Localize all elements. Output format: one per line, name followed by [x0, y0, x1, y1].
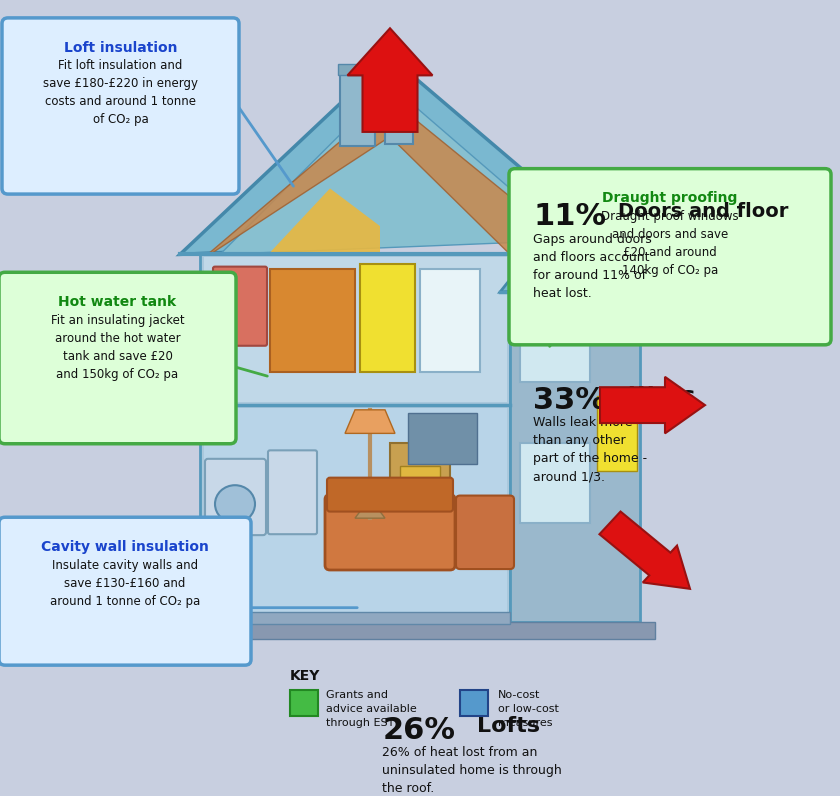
FancyArrow shape — [600, 377, 705, 433]
FancyArrow shape — [600, 512, 690, 589]
FancyBboxPatch shape — [270, 268, 355, 373]
Text: KEY: KEY — [290, 669, 320, 683]
FancyBboxPatch shape — [385, 80, 413, 144]
FancyArrow shape — [348, 29, 433, 132]
Text: Walls: Walls — [628, 386, 696, 406]
FancyBboxPatch shape — [268, 451, 317, 534]
Text: Loft insulation: Loft insulation — [64, 41, 177, 54]
FancyBboxPatch shape — [597, 396, 637, 471]
Text: Insulate cavity walls and
save £130-£160 and
around 1 tonne of CO₂ pa: Insulate cavity walls and save £130-£160… — [50, 559, 200, 607]
Text: Fit an insulating jacket
around the hot water
tank and save £20
and 150kg of CO₂: Fit an insulating jacket around the hot … — [50, 314, 184, 380]
FancyBboxPatch shape — [360, 263, 415, 373]
Text: Fit loft insulation and
save £180-£220 in energy
costs and around 1 tonne
of CO₂: Fit loft insulation and save £180-£220 i… — [43, 60, 198, 127]
FancyBboxPatch shape — [383, 73, 415, 85]
Text: 11%: 11% — [533, 202, 606, 232]
Text: Draught proof windows
and doors and save
£20 and around
140kg of CO₂ pa: Draught proof windows and doors and save… — [601, 210, 739, 277]
FancyBboxPatch shape — [204, 257, 507, 402]
Text: Draught proofing: Draught proofing — [602, 191, 738, 205]
FancyBboxPatch shape — [200, 255, 510, 405]
Text: Walls leak more
than any other
part of the home -
around 1/3.: Walls leak more than any other part of t… — [533, 416, 648, 483]
FancyBboxPatch shape — [325, 494, 455, 570]
FancyBboxPatch shape — [408, 412, 477, 463]
Polygon shape — [220, 85, 570, 255]
Text: Lofts: Lofts — [477, 716, 540, 736]
FancyBboxPatch shape — [460, 689, 488, 716]
FancyBboxPatch shape — [0, 517, 251, 665]
Circle shape — [215, 486, 255, 523]
Polygon shape — [515, 212, 638, 292]
FancyBboxPatch shape — [327, 478, 453, 512]
Text: Hot water tank: Hot water tank — [59, 295, 176, 309]
Polygon shape — [500, 198, 650, 292]
Text: Doors and floor: Doors and floor — [618, 202, 789, 221]
FancyBboxPatch shape — [185, 622, 655, 638]
Text: 33%: 33% — [533, 386, 606, 416]
FancyBboxPatch shape — [456, 496, 514, 569]
FancyBboxPatch shape — [400, 466, 440, 509]
FancyBboxPatch shape — [509, 169, 831, 345]
FancyBboxPatch shape — [0, 272, 236, 443]
FancyBboxPatch shape — [205, 458, 266, 535]
Polygon shape — [355, 509, 385, 518]
FancyBboxPatch shape — [180, 29, 640, 622]
Polygon shape — [180, 57, 600, 255]
FancyBboxPatch shape — [510, 292, 640, 622]
Text: Gaps around doors
and floors account
for around 11% of
heat lost.: Gaps around doors and floors account for… — [533, 232, 652, 299]
FancyBboxPatch shape — [204, 408, 507, 619]
FancyBboxPatch shape — [420, 268, 480, 373]
Text: Cavity wall insulation: Cavity wall insulation — [41, 540, 209, 554]
FancyBboxPatch shape — [290, 689, 318, 716]
Text: 26%: 26% — [382, 716, 455, 745]
Text: No-cost
or low-cost
measures: No-cost or low-cost measures — [498, 689, 559, 728]
FancyBboxPatch shape — [213, 267, 267, 345]
Polygon shape — [270, 189, 380, 252]
FancyBboxPatch shape — [340, 71, 375, 146]
Polygon shape — [345, 410, 395, 433]
FancyBboxPatch shape — [200, 405, 510, 622]
FancyBboxPatch shape — [200, 612, 510, 624]
Text: Grants and
advice available
through EST: Grants and advice available through EST — [326, 689, 417, 728]
FancyBboxPatch shape — [390, 443, 450, 518]
FancyBboxPatch shape — [520, 443, 590, 523]
FancyBboxPatch shape — [338, 64, 377, 76]
Polygon shape — [210, 99, 560, 255]
FancyBboxPatch shape — [520, 302, 590, 381]
Text: 26% of heat lost from an
uninsulated home is through
the roof.: 26% of heat lost from an uninsulated hom… — [382, 747, 562, 795]
FancyBboxPatch shape — [2, 18, 239, 194]
